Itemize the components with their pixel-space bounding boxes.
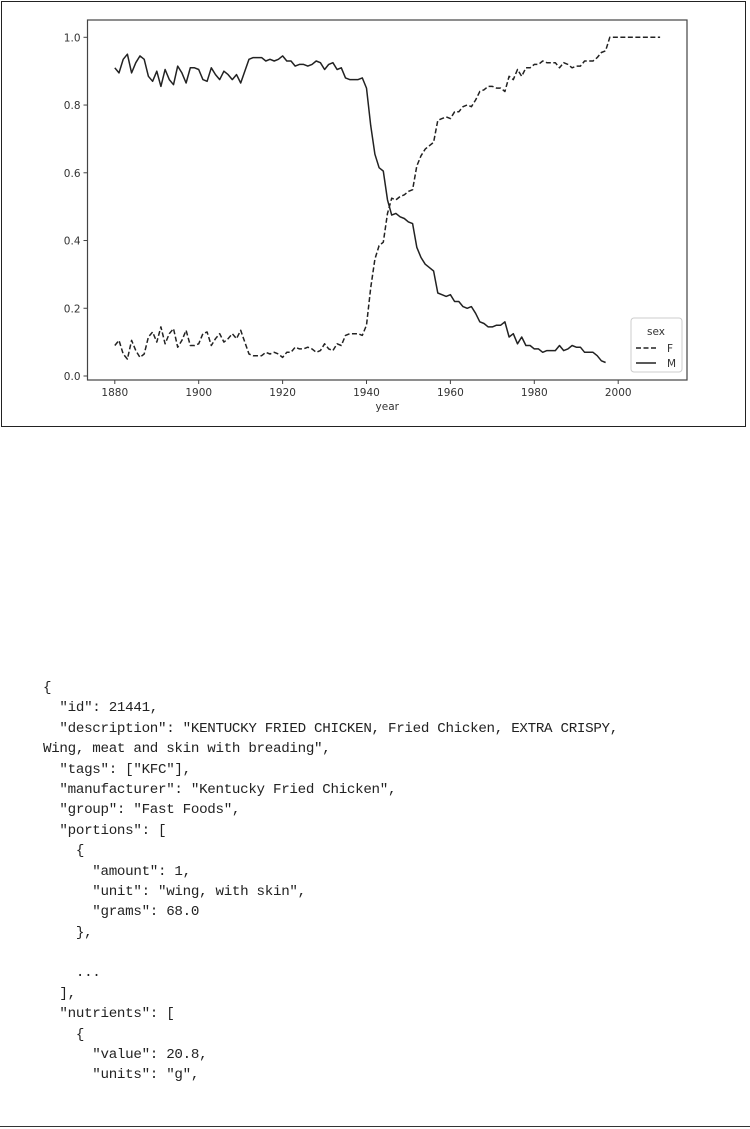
legend-label: M: [667, 358, 676, 370]
legend-title: sex: [647, 326, 665, 338]
page-bottom-rule: [0, 1126, 750, 1127]
code-line: "group": "Fast Foods",: [43, 802, 241, 819]
code-line: {: [43, 1026, 85, 1043]
json-code-block: { "id": 21441, "description": "KENTUCKY …: [43, 678, 618, 1086]
code-line: "portions": [: [43, 822, 167, 839]
series-line-M: [114, 53, 606, 364]
code-line: "unit": "wing, with skin",: [43, 883, 306, 900]
y-tick-label: 0.4: [64, 236, 81, 248]
code-line: ],: [43, 985, 76, 1002]
legend-box: [630, 317, 683, 373]
x-tick-label: 1900: [185, 387, 212, 399]
code-line: "tags": ["KFC"],: [43, 761, 191, 778]
legend-label: F: [667, 343, 673, 355]
code-line: [43, 943, 618, 963]
x-tick-label: 1940: [353, 387, 380, 399]
code-line: {: [43, 843, 85, 860]
code-line: {: [43, 680, 52, 696]
x-tick-label: 1980: [521, 387, 548, 399]
y-tick-label: 0.2: [64, 303, 81, 315]
code-line: "description": "KENTUCKY FRIED CHICKEN, …: [43, 720, 618, 737]
code-line: },: [43, 924, 93, 941]
series-line-F: [114, 36, 661, 360]
code-line: "manufacturer": "Kentucky Fried Chicken"…: [43, 781, 397, 798]
code-line: "value": 20.8,: [43, 1047, 208, 1064]
code-line: "grams": 68.0: [43, 904, 200, 921]
code-line: "nutrients": [: [43, 1006, 175, 1023]
code-line: "id": 21441,: [43, 700, 158, 717]
x-tick-label: 1880: [101, 387, 128, 399]
line-chart: 1880 1900 1920 1940 1960 1980 2000 0.0 0.2 0.4 0.6…: [64, 19, 688, 413]
x-tick-label: 1960: [437, 387, 464, 399]
plot-area: [86, 19, 688, 381]
x-tick-label: 1920: [269, 387, 296, 399]
figure-frame: [1, 1, 746, 427]
x-tick-label: 2000: [605, 387, 632, 399]
code-line: "units": "g",: [43, 1067, 200, 1084]
y-tick-label: 0.8: [64, 100, 81, 112]
code-line: "amount": 1,: [43, 863, 191, 880]
code-line: ...: [43, 965, 101, 982]
y-tick-label: 0.6: [64, 168, 81, 180]
code-line: Wing, meat and skin with breading",: [43, 741, 331, 758]
y-tick-label: 1.0: [64, 32, 81, 44]
y-tick-label: 0.0: [64, 371, 81, 383]
x-axis-label: year: [376, 401, 400, 413]
